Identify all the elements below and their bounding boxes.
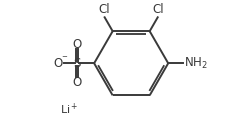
Text: Cl: Cl [98,3,110,16]
Text: Li$^+$: Li$^+$ [60,101,78,117]
Text: O: O [72,38,82,51]
Text: NH$_2$: NH$_2$ [184,56,208,71]
Text: S: S [73,57,80,70]
Text: O: O [72,76,82,89]
Text: $^-$: $^-$ [60,55,68,65]
Text: O: O [54,57,63,70]
Text: Cl: Cl [153,3,164,16]
